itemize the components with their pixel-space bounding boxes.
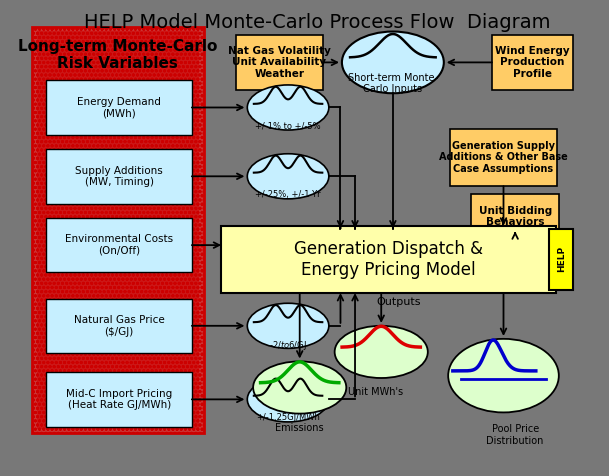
Text: Long-term Monte-Carlo
Risk Variables: Long-term Monte-Carlo Risk Variables — [18, 39, 217, 71]
Text: Emissions: Emissions — [275, 423, 324, 433]
Text: HELP: HELP — [557, 246, 566, 272]
FancyBboxPatch shape — [32, 27, 203, 433]
Text: Energy Demand
(MWh): Energy Demand (MWh) — [77, 97, 161, 118]
FancyBboxPatch shape — [46, 372, 192, 426]
Text: Short-term Monte-
Carlo Inputs: Short-term Monte- Carlo Inputs — [348, 73, 438, 94]
Text: Mid-C Import Pricing
(Heat Rate GJ/MWh): Mid-C Import Pricing (Heat Rate GJ/MWh) — [66, 388, 172, 410]
Ellipse shape — [342, 31, 444, 93]
Text: Environmental Costs
(On/Off): Environmental Costs (On/Off) — [65, 234, 174, 256]
Ellipse shape — [334, 326, 428, 378]
Text: Unit MWh's: Unit MWh's — [348, 387, 403, 397]
Text: +/-1% to +/-5%: +/-1% to +/-5% — [255, 121, 321, 130]
Text: Supply Additions
(MW, Timing): Supply Additions (MW, Timing) — [76, 166, 163, 187]
FancyBboxPatch shape — [221, 226, 556, 293]
Ellipse shape — [253, 361, 347, 414]
Text: Nat Gas Volatility
Unit Availability
Weather: Nat Gas Volatility Unit Availability Wea… — [228, 46, 331, 79]
FancyBboxPatch shape — [37, 30, 199, 429]
Text: +/-25%, +/-1 Yr: +/-25%, +/-1 Yr — [255, 190, 321, 199]
Text: Generation Dispatch &
Energy Pricing Model: Generation Dispatch & Energy Pricing Mod… — [294, 240, 483, 279]
Text: Pool Price
Distribution: Pool Price Distribution — [487, 424, 544, 446]
Ellipse shape — [247, 377, 329, 422]
FancyBboxPatch shape — [236, 35, 323, 89]
Ellipse shape — [247, 303, 329, 348]
FancyBboxPatch shape — [32, 27, 203, 433]
FancyBboxPatch shape — [549, 228, 573, 290]
FancyBboxPatch shape — [46, 218, 192, 272]
Text: -$2/ to $6/GJ: -$2/ to $6/GJ — [269, 339, 307, 352]
Text: Generation Supply
Additions & Other Base
Case Assumptions: Generation Supply Additions & Other Base… — [439, 141, 568, 174]
Text: +/-1.25GJ/MWh: +/-1.25GJ/MWh — [256, 413, 320, 422]
Ellipse shape — [247, 85, 329, 130]
Text: Unit Bidding
Behaviors: Unit Bidding Behaviors — [479, 206, 552, 228]
FancyBboxPatch shape — [46, 298, 192, 353]
Ellipse shape — [448, 339, 559, 412]
FancyBboxPatch shape — [449, 129, 557, 186]
FancyBboxPatch shape — [471, 194, 559, 239]
FancyBboxPatch shape — [46, 80, 192, 135]
Text: Natural Gas Price
($/GJ): Natural Gas Price ($/GJ) — [74, 315, 164, 337]
FancyBboxPatch shape — [46, 149, 192, 204]
Text: Outputs: Outputs — [376, 298, 421, 307]
Ellipse shape — [247, 154, 329, 199]
Text: HELP Model Monte-Carlo Process Flow  Diagram: HELP Model Monte-Carlo Process Flow Diag… — [84, 12, 551, 31]
Text: Wind Energy
Production
Profile: Wind Energy Production Profile — [495, 46, 570, 79]
FancyBboxPatch shape — [492, 35, 573, 89]
